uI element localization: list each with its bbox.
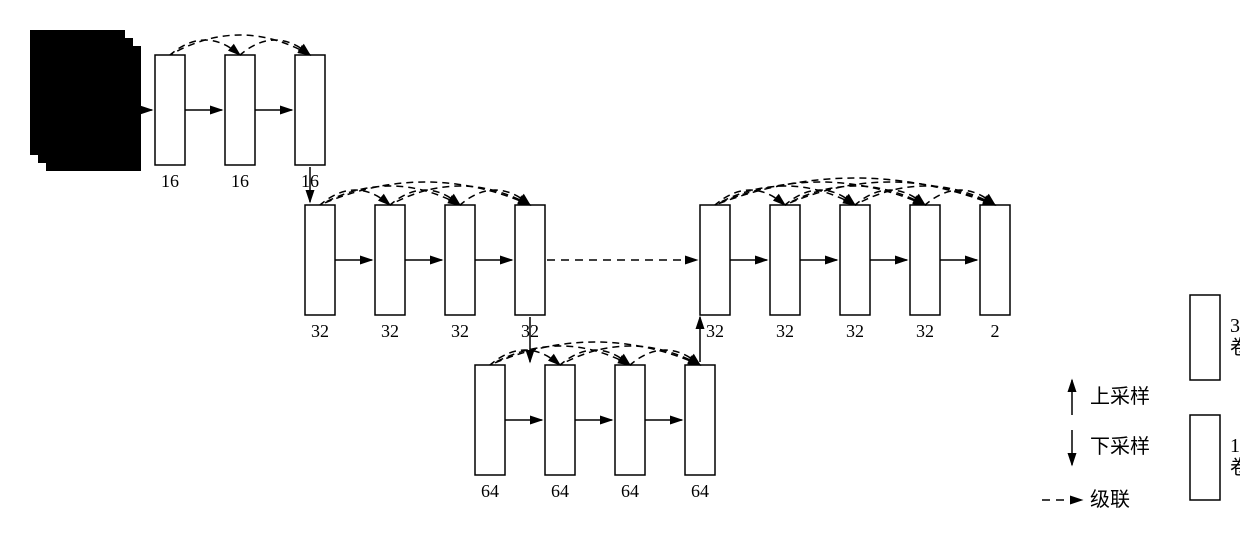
conv-block bbox=[375, 205, 405, 315]
skip-connection bbox=[320, 182, 530, 205]
conv-block bbox=[515, 205, 545, 315]
skip-connection bbox=[560, 350, 630, 365]
skip-connection bbox=[785, 190, 855, 205]
channel-label: 32 bbox=[381, 321, 399, 341]
channel-label: 64 bbox=[691, 481, 709, 501]
channel-label: 64 bbox=[621, 481, 639, 501]
legend-down-label: 下采样 bbox=[1090, 435, 1150, 458]
conv-block bbox=[475, 365, 505, 475]
channel-label: 16 bbox=[161, 171, 179, 191]
legend-conv3-label2: 卷积层 bbox=[1230, 336, 1240, 359]
skip-connection bbox=[170, 40, 240, 55]
skip-connection bbox=[320, 186, 460, 205]
skip-connection bbox=[390, 186, 530, 205]
skip-connection bbox=[170, 35, 310, 55]
skip-connection bbox=[320, 190, 390, 205]
skip-connection bbox=[785, 182, 995, 205]
skip-connection bbox=[715, 186, 855, 205]
conv-block bbox=[155, 55, 185, 165]
channel-label: 64 bbox=[481, 481, 499, 501]
skip-connection bbox=[715, 190, 785, 205]
skip-connection bbox=[490, 346, 630, 365]
conv-block bbox=[615, 365, 645, 475]
conv-block bbox=[840, 205, 870, 315]
conv-block bbox=[700, 205, 730, 315]
legend-up-label: 上采样 bbox=[1090, 385, 1150, 408]
legend-conv1-label: 1*1 bbox=[1230, 435, 1240, 457]
legend-conv1-icon bbox=[1190, 415, 1220, 500]
skip-connection bbox=[490, 350, 560, 365]
legend-conv3-label: 3*3 bbox=[1230, 315, 1240, 337]
skip-connection bbox=[390, 190, 460, 205]
conv-block bbox=[910, 205, 940, 315]
channel-label: 32 bbox=[846, 321, 864, 341]
conv-block bbox=[685, 365, 715, 475]
legend-concat-label: 级联 bbox=[1090, 488, 1130, 511]
conv-block bbox=[295, 55, 325, 165]
channel-label: 32 bbox=[776, 321, 794, 341]
skip-connection bbox=[785, 186, 925, 205]
skip-connection bbox=[560, 346, 700, 365]
conv-block bbox=[770, 205, 800, 315]
skip-connection bbox=[490, 342, 700, 365]
conv-block bbox=[225, 55, 255, 165]
channel-label: 16 bbox=[231, 171, 249, 191]
channel-label: 32 bbox=[706, 321, 724, 341]
legend-conv1-label2: 卷积层 bbox=[1230, 456, 1240, 479]
legend-conv3-icon bbox=[1190, 295, 1220, 380]
skip-connection bbox=[715, 178, 995, 205]
input-image bbox=[30, 30, 125, 155]
conv-block bbox=[445, 205, 475, 315]
channel-label: 32 bbox=[916, 321, 934, 341]
conv-block bbox=[545, 365, 575, 475]
conv-block bbox=[980, 205, 1010, 315]
channel-label: 32 bbox=[311, 321, 329, 341]
skip-connection bbox=[240, 40, 310, 55]
channel-label: 64 bbox=[551, 481, 569, 501]
conv-block bbox=[305, 205, 335, 315]
channel-label: 32 bbox=[451, 321, 469, 341]
channel-label: 2 bbox=[991, 321, 1000, 341]
